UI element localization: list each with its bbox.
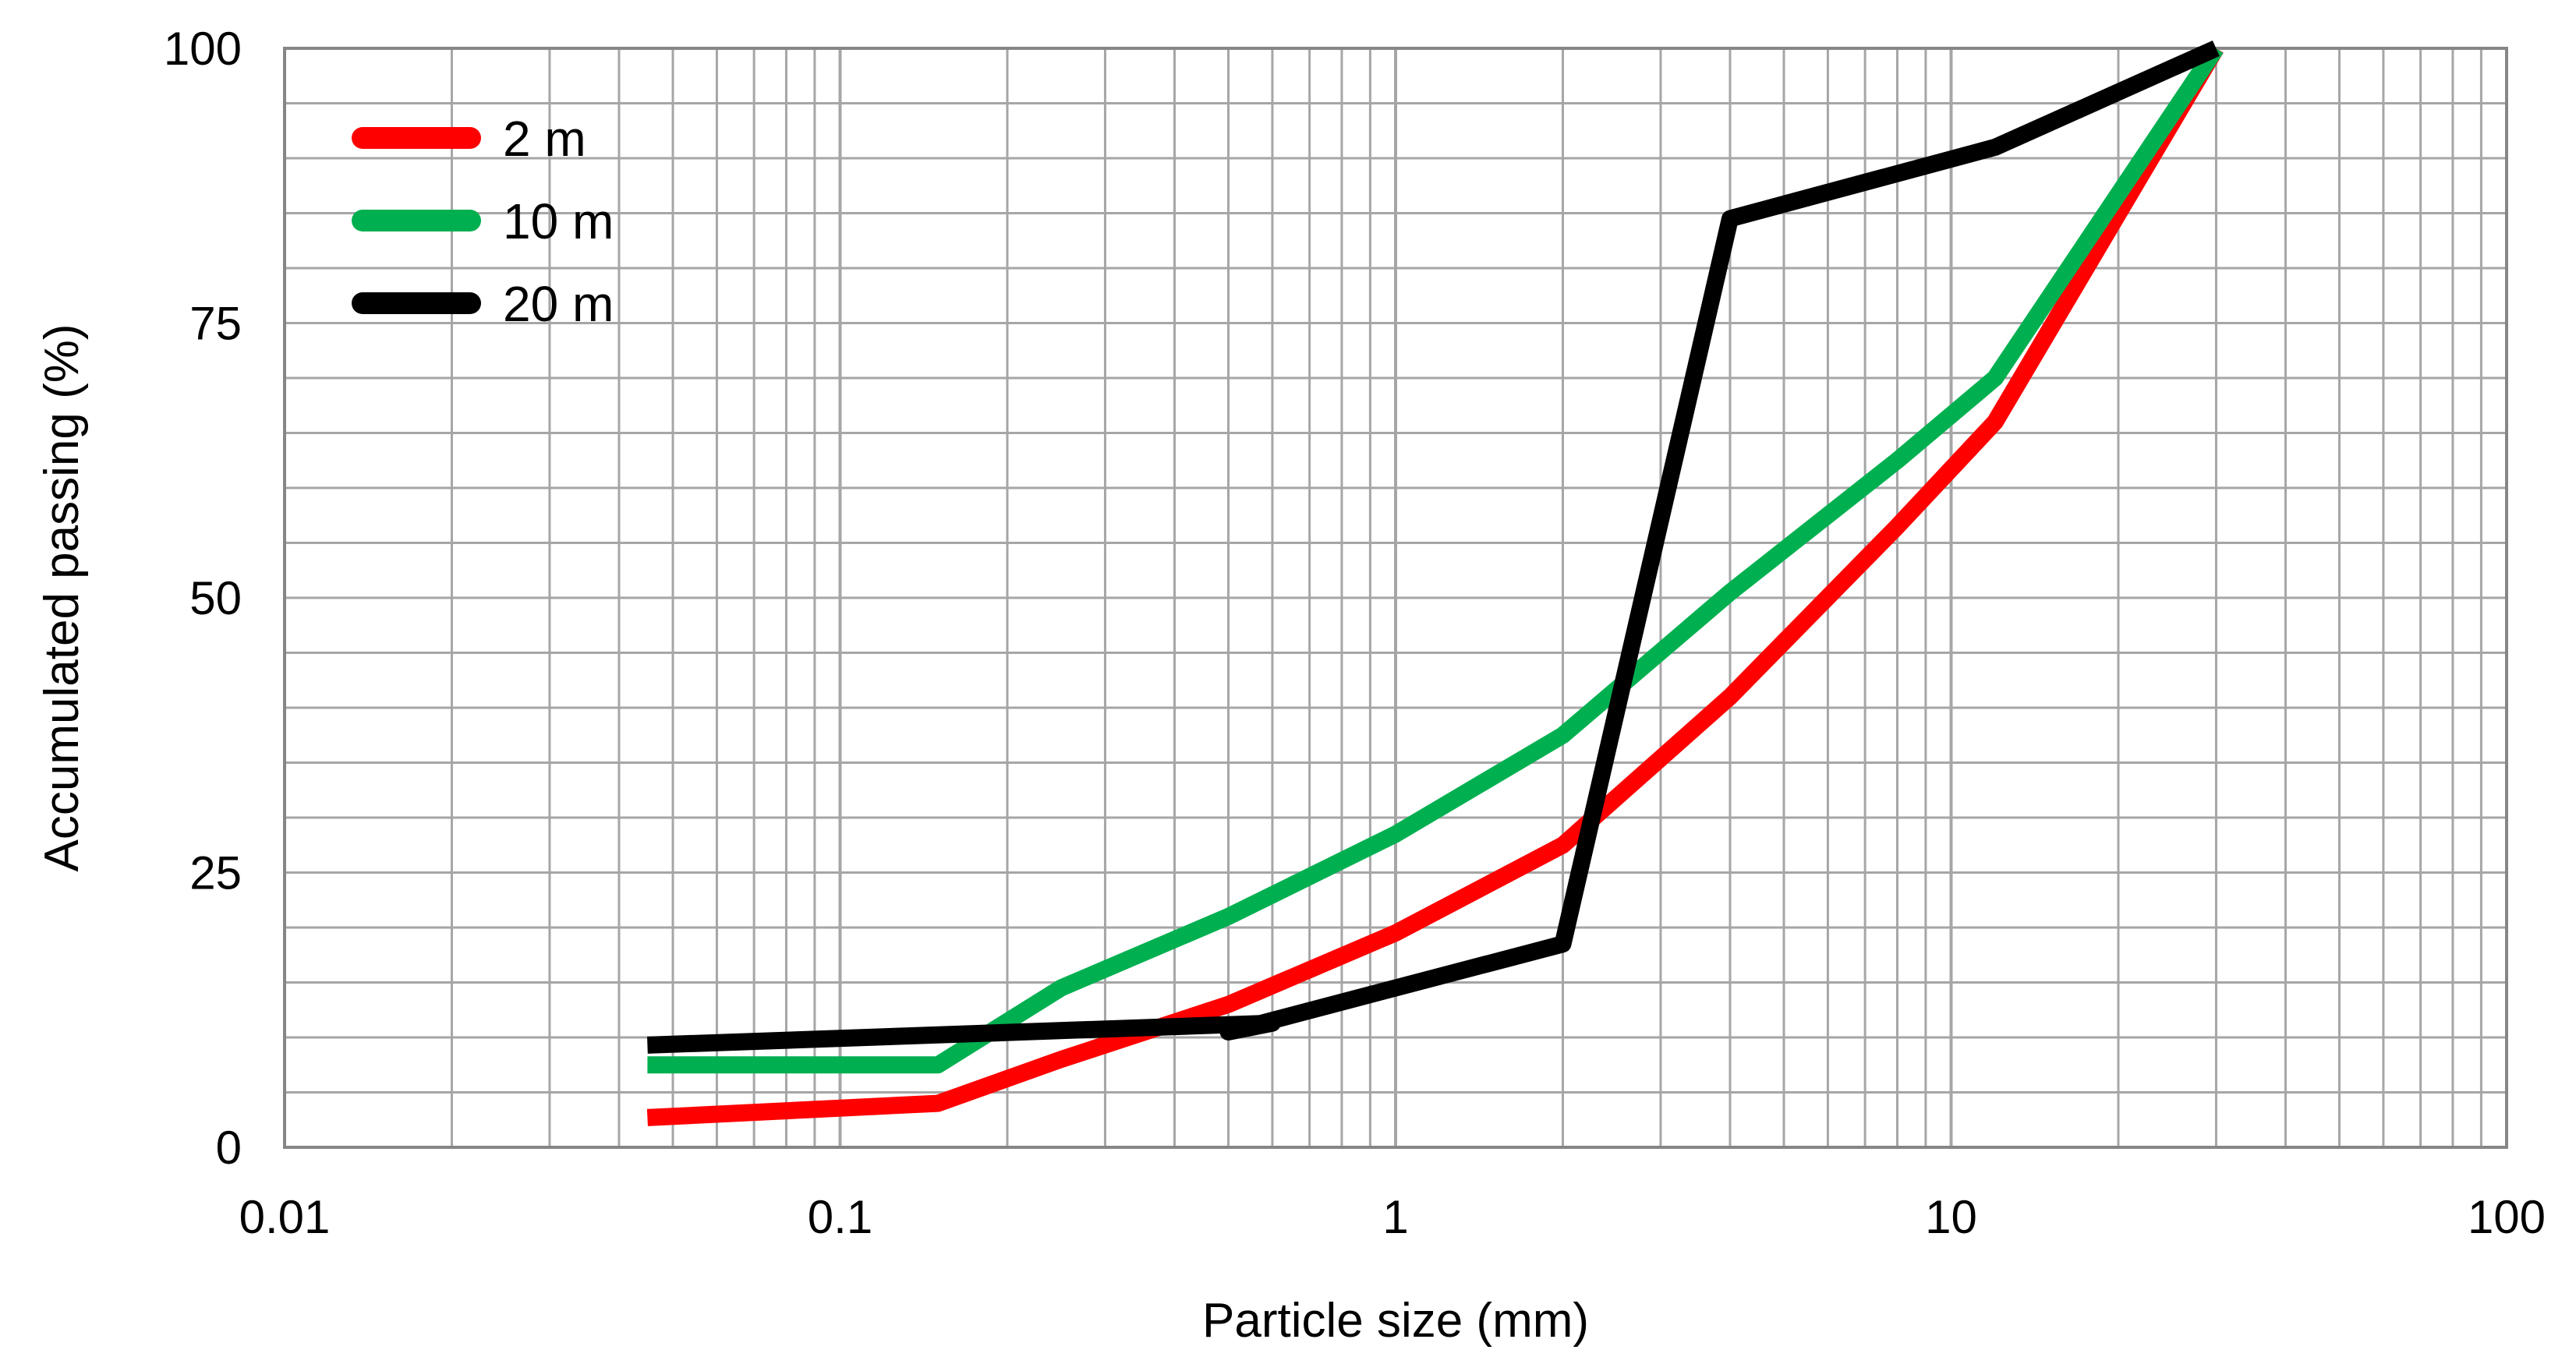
x-tick-label: 0.1 [808, 1191, 872, 1243]
y-tick-labels: 0 25 50 75 100 [164, 23, 242, 1174]
y-tick-label: 25 [189, 847, 242, 899]
legend: 2 m 10 m 20 m [352, 111, 614, 332]
x-tick-labels: 0.01 0.1 1 10 100 [239, 1191, 2546, 1243]
grid [285, 48, 2507, 1147]
legend-label: 20 m [503, 276, 614, 332]
y-tick-label: 100 [164, 23, 242, 75]
series-line-3 [647, 40, 2220, 1054]
x-tick-label: 10 [1925, 1191, 1977, 1243]
y-tick-label: 75 [189, 298, 242, 350]
x-axis-title: Particle size (mm) [1202, 1294, 1589, 1348]
legend-label: 10 m [503, 193, 614, 249]
x-tick-label: 1 [1382, 1191, 1408, 1243]
y-tick-label: 50 [189, 572, 242, 624]
y-axis-title: Accumulated passing (%) [35, 324, 89, 872]
legend-label: 2 m [503, 111, 586, 167]
x-tick-label: 0.01 [239, 1191, 331, 1243]
series-line-1 [646, 44, 2224, 1126]
y-tick-label: 0 [216, 1122, 242, 1174]
x-tick-label: 100 [2468, 1191, 2546, 1243]
plot-frame [283, 47, 2508, 1149]
series-group [646, 40, 2224, 1126]
